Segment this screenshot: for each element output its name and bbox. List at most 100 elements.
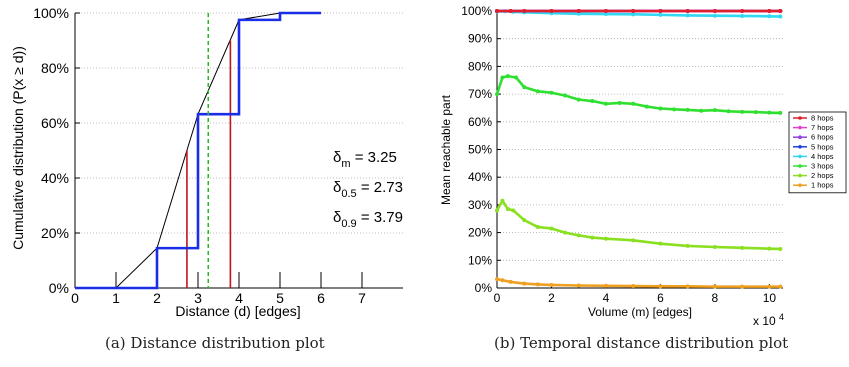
chart-a: 0% 20% 40% 60% 80% 100% 0 1 2 3 4 5 6 7 δm = 3.25 δ0.5 …	[10, 5, 403, 319]
series-1-hops	[495, 277, 783, 289]
x-tick-label-a-2: 2	[153, 290, 161, 306]
series-point-2-hops-12	[658, 241, 663, 246]
series-point-3-hops-5	[535, 89, 540, 94]
series-point-2-hops-16	[767, 246, 772, 251]
series-point-3-hops-9	[590, 99, 595, 104]
x-multiplier: x 10 4	[753, 312, 784, 328]
series-point-3-hops-15	[672, 107, 677, 112]
y-tick-label-a-0: 0%	[49, 280, 69, 296]
legend-marker-1-hops	[798, 183, 802, 187]
y-axis-label-a: Cumulative distribution (P(x ≥ d))	[10, 46, 26, 250]
y-tick-label-b-9: 90%	[468, 32, 492, 46]
y-tick-label-a-5: 100%	[33, 5, 69, 21]
series-point-1-hops-5	[549, 282, 554, 287]
series-point-3-hops-22	[767, 110, 772, 115]
series-point-3-hops-4	[522, 85, 527, 90]
series-point-3-hops-7	[563, 93, 568, 98]
series-point-2-hops-7	[563, 230, 568, 235]
series-3-hops	[495, 74, 783, 115]
series-point-3-hops-19	[726, 109, 731, 114]
series-point-4-hops-5	[576, 11, 581, 16]
series-point-1-hops-3	[522, 281, 527, 286]
chart-b: 0% 10% 20% 30% 40% 50% 60% 70% 80% 90% 100% 0 2 4 6 8 10…	[439, 4, 847, 328]
legend-marker-7-hops	[798, 125, 802, 130]
legend-label-1-hops: 1 hops	[811, 181, 834, 190]
legend-marker-6-hops	[798, 135, 802, 139]
series-point-4-hops-10	[712, 13, 717, 18]
series-point-2-hops-11	[631, 238, 636, 243]
series-point-8-hops-9	[712, 9, 717, 13]
series-point-4-hops-12	[767, 14, 772, 19]
legend-label-8-hops: 8 hops	[811, 114, 834, 123]
series-point-4-hops-8	[658, 12, 663, 17]
series-point-1-hops-1	[500, 278, 505, 283]
series-point-4-hops-9	[685, 13, 690, 18]
series-point-1-hops-10	[685, 284, 690, 289]
series-point-3-hops-2	[505, 74, 510, 79]
x-tick-label-a-3: 3	[194, 290, 202, 306]
legend-marker-3-hops	[798, 164, 802, 168]
y-tick-label-a-3: 60%	[41, 115, 69, 131]
x-tick-label-b-1: 2	[548, 291, 555, 305]
y-tick-label-b-4: 40%	[468, 170, 492, 184]
series-point-3-hops-14	[658, 106, 663, 111]
legend-label-4-hops: 4 hops	[811, 152, 834, 161]
y-tick-label-b-2: 20%	[468, 226, 492, 240]
legend-marker-5-hops	[798, 145, 802, 149]
series-point-4-hops-11	[740, 13, 745, 18]
series-point-2-hops-15	[740, 245, 745, 250]
x-tick-label-b-3: 6	[657, 291, 664, 305]
series-point-1-hops-8	[631, 284, 636, 289]
legend-box	[788, 111, 847, 194]
stat-0: δm = 3.25	[333, 149, 397, 170]
series-point-3-hops-23	[778, 110, 783, 115]
series-point-8-hops-12	[778, 9, 783, 13]
x-tick-label-a-6: 6	[317, 290, 325, 306]
series-point-1-hops-6	[576, 283, 581, 288]
series-point-8-hops-11	[767, 9, 772, 13]
x-axis-label-b: Volume (m) [edges]	[588, 305, 692, 319]
series-point-1-hops-7	[603, 283, 608, 288]
series-point-8-hops-4	[576, 9, 581, 13]
series-point-2-hops-10	[603, 236, 608, 241]
series-point-1-hops-13	[767, 284, 772, 289]
series-point-8-hops-0	[495, 9, 499, 13]
legend-marker-2-hops	[798, 173, 802, 178]
step-cdf-line	[75, 11, 321, 290]
y-tick-label-a-2: 40%	[41, 170, 69, 186]
x-axis-label-a: Distance (d) [edges]	[175, 303, 300, 319]
series-point-8-hops-10	[740, 9, 745, 13]
legend-label-3-hops: 3 hops	[811, 162, 834, 171]
series-point-1-hops-2	[508, 279, 513, 284]
series-point-2-hops-14	[712, 245, 717, 250]
x-tick-label-a-0: 0	[71, 290, 79, 306]
legend-marker-8-hops	[798, 116, 802, 120]
x-tick-label-b-0: 0	[494, 291, 501, 305]
series-point-3-hops-13	[644, 104, 649, 109]
x-tick-label-a-7: 7	[358, 290, 366, 306]
series-point-1-hops-9	[658, 284, 663, 289]
series-line-2-hops	[495, 199, 781, 251]
series-point-2-hops-9	[590, 235, 595, 240]
series-point-8-hops-2	[522, 9, 527, 13]
legend-label-2-hops: 2 hops	[811, 171, 834, 180]
series-point-2-hops-0	[495, 208, 499, 213]
y-tick-label-b-0: 0%	[475, 281, 493, 295]
series-point-3-hops-1	[500, 75, 505, 80]
series-point-3-hops-18	[712, 108, 717, 113]
series-point-3-hops-16	[685, 107, 690, 112]
y-tick-label-b-1: 10%	[468, 253, 492, 267]
y-tick-label-b-7: 70%	[468, 87, 492, 101]
legend-label-5-hops: 5 hops	[811, 142, 834, 151]
series-line-3-hops	[495, 74, 781, 115]
series-point-3-hops-11	[617, 100, 622, 105]
x-tick-label-b-2: 4	[603, 291, 610, 305]
series-point-2-hops-6	[549, 226, 554, 231]
series-point-3-hops-21	[753, 110, 758, 115]
series-point-3-hops-10	[603, 101, 608, 106]
series-point-8-hops-8	[685, 9, 690, 13]
series-point-1-hops-12	[740, 284, 745, 289]
series-point-2-hops-1	[500, 198, 505, 203]
series-point-1-hops-0	[495, 277, 499, 282]
